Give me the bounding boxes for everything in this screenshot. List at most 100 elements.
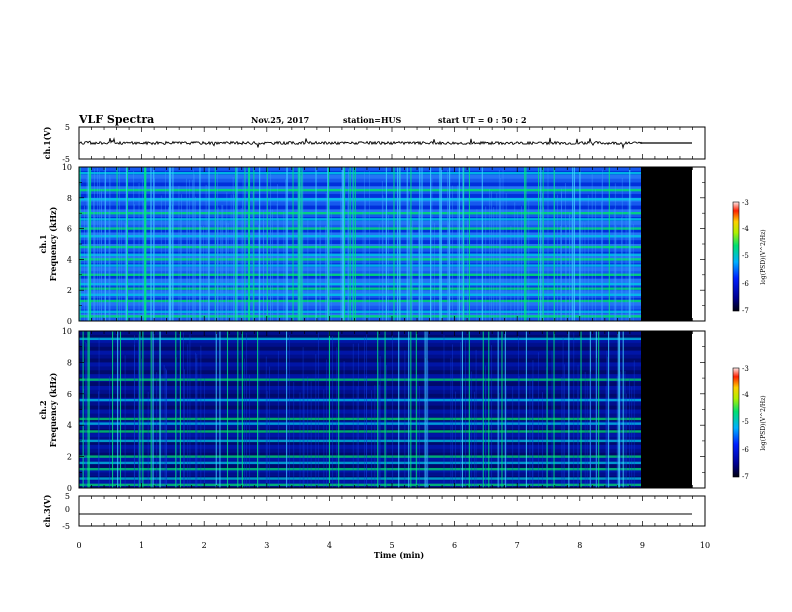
ch1-colorbar: -3 -4 -5 -6 -7 log(PSD)(V^2/Hz) [732, 199, 767, 315]
freq-tick-label: 8 [67, 358, 72, 367]
ch3-ytick-mid: 0 [65, 505, 70, 514]
spectrogram-row [79, 393, 643, 399]
spectrogram-row [79, 224, 643, 230]
spectrogram-row [79, 448, 643, 454]
frequency-band [79, 439, 643, 443]
x-tick-label: 6 [452, 541, 457, 550]
frequency-band [79, 293, 643, 297]
x-tick-label: 0 [76, 541, 81, 550]
ch1-time-ticks [78, 127, 706, 159]
freq-tick-label: 4 [67, 421, 72, 430]
spectrogram-row [79, 305, 643, 310]
spectrogram-row [79, 174, 643, 180]
ch1-ytick-bottom: -5 [62, 155, 70, 164]
spectrogram-row [79, 342, 643, 348]
cb1-tick-7: -7 [742, 307, 749, 315]
frequency-band [79, 461, 643, 465]
cb2-tick-4: -4 [742, 391, 749, 399]
x-tick-label: 4 [327, 541, 332, 550]
frequency-band [79, 287, 643, 290]
spectrogram-row [79, 274, 643, 280]
spectrogram-row [79, 389, 643, 395]
freq-tick-label: 6 [67, 225, 72, 234]
frequency-band [79, 422, 643, 425]
spectrogram-row [79, 186, 643, 191]
frequency-band [79, 235, 643, 238]
spectrogram-row [79, 240, 643, 245]
ch3-ytick-top: 5 [65, 492, 70, 501]
cb2-tick-7: -7 [742, 473, 749, 481]
ch1-spectrogram-image [79, 167, 643, 322]
spectrogram-row [79, 358, 643, 363]
frequency-band [79, 417, 643, 421]
ch3-time-ticks [78, 496, 706, 526]
spectrogram-row [79, 354, 643, 359]
ch1-spec-time-ticks [78, 167, 706, 321]
freq-tick-label: 0 [67, 484, 72, 493]
cb1-tick-4: -4 [742, 225, 749, 233]
x-tick-label: 5 [389, 541, 394, 550]
x-tick-label: 7 [515, 541, 520, 550]
date-label: Nov.25, 2017 [251, 115, 309, 125]
spectrogram-row [79, 401, 643, 407]
spectrogram-row [79, 201, 643, 206]
freq-tick-label: 2 [67, 453, 72, 462]
freq-tick-label: 8 [67, 194, 72, 203]
frequency-band [79, 467, 643, 471]
x-tick-label: 1 [139, 541, 144, 550]
spectrogram-row [79, 267, 643, 272]
ch2-spectrogram-panel: 0 2 4 6 8 10 ch.2 Frequency (kHz) [38, 327, 706, 493]
cb1-tick-6: -6 [742, 280, 749, 288]
freq-tick-label: 4 [67, 255, 72, 264]
frequency-band [79, 171, 643, 175]
spectrogram-row [79, 236, 643, 241]
spectrogram-row [79, 366, 643, 371]
spectrogram-row [79, 436, 643, 442]
frequency-band [79, 212, 643, 215]
spectrogram-row [79, 178, 643, 183]
x-tick-labels: 0 1 2 3 4 5 6 7 8 9 10 [76, 541, 710, 550]
frequency-band [79, 188, 643, 192]
ch3-ylabel: ch.3(V) [42, 494, 52, 527]
spectrogram-row [79, 374, 643, 379]
ch1-spectrogram-panel: 0 2 4 6 8 10 ch.1 Frequency (kHz) [38, 163, 706, 326]
freq-tick-label: 6 [67, 390, 72, 399]
ch1-no-data-block [641, 167, 692, 321]
spectrogram-row [79, 182, 643, 187]
spectrogram-row [79, 385, 643, 391]
frequency-band [79, 282, 643, 286]
x-axis-label: Time (min) [374, 550, 424, 560]
ch3-ytick-bottom: -5 [62, 522, 70, 531]
frequency-band [79, 378, 643, 381]
ch1-ytick-top: 5 [65, 123, 70, 132]
freq-tick-label: 10 [62, 163, 72, 172]
ch2-no-data-block [641, 331, 692, 488]
x-tick-label: 10 [700, 541, 710, 550]
spectrogram-row [79, 294, 643, 299]
ch2-spec-ylabel-freq: Frequency (kHz) [48, 372, 58, 447]
spectrogram-row [79, 346, 643, 352]
spectrogram-row [79, 370, 643, 375]
spectrogram-row [79, 259, 643, 264]
spectrogram-row [79, 362, 643, 367]
freq-tick-label: 10 [62, 327, 72, 336]
frequency-band [79, 198, 643, 201]
cb2-tick-5: -5 [742, 418, 749, 426]
figure-title: VLF Spectra [78, 113, 154, 126]
spectrogram-row [79, 472, 643, 477]
spectrogram-row [79, 440, 643, 446]
spectrogram-row [79, 425, 643, 430]
x-tick-label: 2 [202, 541, 207, 550]
spectrogram-row [79, 433, 643, 438]
spectrogram-row [79, 255, 643, 260]
spectrogram-row [79, 334, 643, 340]
spectrogram-row [79, 247, 643, 253]
ch1-waveform-panel: 5 -5 ch.1(V) [42, 123, 706, 164]
spectrogram-row [79, 167, 643, 172]
frequency-band [79, 245, 643, 249]
frequency-band [79, 430, 643, 433]
cb2-label: log(PSD)(V^2/Hz) [760, 395, 767, 450]
spectrogram-row [79, 468, 643, 473]
cb1-tick-3: -3 [742, 199, 749, 207]
